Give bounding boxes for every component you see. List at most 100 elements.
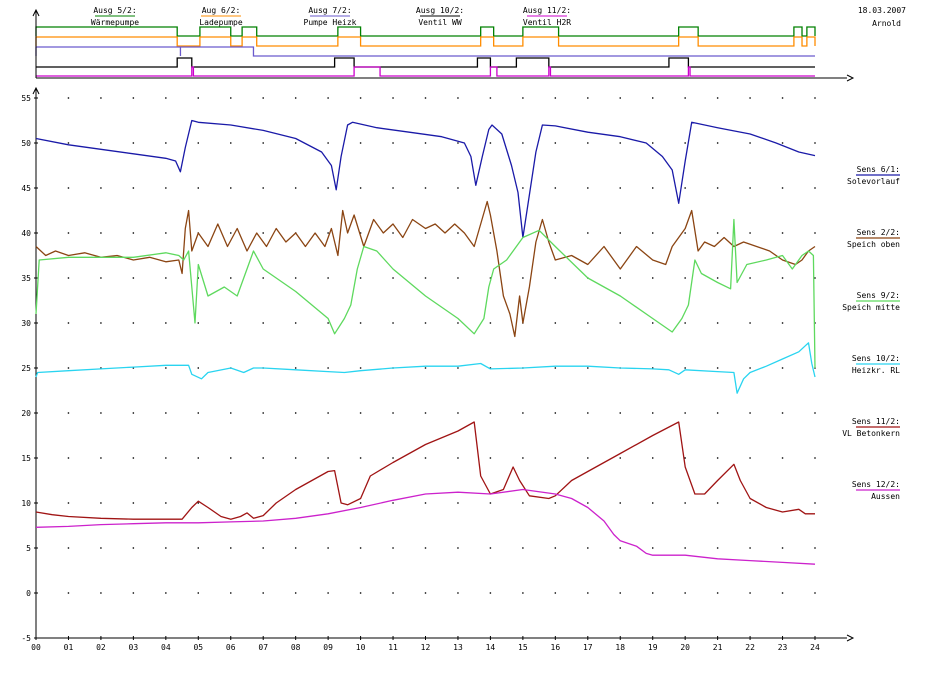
grid-dot xyxy=(652,367,654,369)
grid-dot xyxy=(522,142,524,144)
grid-dot xyxy=(262,232,264,234)
grid-dot xyxy=(652,277,654,279)
grid-dot xyxy=(522,547,524,549)
grid-dot xyxy=(716,502,719,504)
grid-dot xyxy=(230,97,232,99)
grid-dot xyxy=(294,277,297,279)
grid-dot xyxy=(100,322,102,324)
grid-dot xyxy=(554,367,557,369)
grid-dot xyxy=(781,187,784,189)
legend-name-5: Sens 11/2: xyxy=(852,417,900,426)
grid-dot xyxy=(67,232,70,234)
grid-dot xyxy=(165,277,167,279)
grid-dot xyxy=(294,412,297,414)
grid-dot xyxy=(424,502,427,504)
series-line-1 xyxy=(35,119,816,239)
grid-dot xyxy=(197,367,199,369)
grid-dot xyxy=(197,142,199,144)
grid-dot xyxy=(587,502,589,504)
grid-dot xyxy=(392,502,394,504)
x-tick-label: 09 xyxy=(323,643,333,652)
grid-dot xyxy=(716,592,719,594)
output-line-1 xyxy=(35,26,816,37)
legend-desc-4: Heizkr. RL xyxy=(852,366,900,375)
series-line-5 xyxy=(35,421,815,520)
grid-dot xyxy=(165,322,167,324)
grid-dot xyxy=(554,142,557,144)
grid-dot xyxy=(262,187,264,189)
x-tick-label: 22 xyxy=(745,643,755,652)
y-tick-label: 5 xyxy=(26,544,31,553)
grid-dot xyxy=(619,322,621,324)
grid-dot xyxy=(100,592,102,594)
legend-name-2: Sens 2/2: xyxy=(857,228,900,237)
x-axis-arrow xyxy=(846,634,855,642)
grid-dot xyxy=(814,97,816,99)
y-tick-label: 35 xyxy=(21,274,31,283)
grid-dot xyxy=(100,142,102,144)
grid-dot xyxy=(716,187,719,189)
grid-dot xyxy=(165,187,167,189)
grid-dot xyxy=(424,367,427,369)
grid-dot xyxy=(197,322,199,324)
grid-dot xyxy=(424,187,427,189)
x-tick-label: 01 xyxy=(64,643,74,652)
y-tick-label: -5 xyxy=(21,634,31,643)
grid-dot xyxy=(165,232,167,234)
grid-dot xyxy=(522,457,524,459)
grid-dot xyxy=(294,322,297,324)
grid-dot xyxy=(294,547,297,549)
grid-dot xyxy=(781,412,784,414)
grid-dot xyxy=(716,412,719,414)
grid-dot xyxy=(749,367,751,369)
grid-dot xyxy=(262,142,264,144)
output-label-4: Ausg 10/2: xyxy=(416,6,464,15)
grid-dot xyxy=(684,592,686,594)
series-line-4 xyxy=(35,342,816,394)
grid-dot xyxy=(652,232,654,234)
grid-dot xyxy=(230,277,232,279)
legend-desc-2: Speich oben xyxy=(847,240,900,249)
grid-dot xyxy=(100,367,102,369)
grid-dot xyxy=(554,97,557,99)
grid-dot xyxy=(100,277,102,279)
grid-dot xyxy=(489,502,492,504)
grid-dot xyxy=(359,322,362,324)
grid-dot xyxy=(619,187,621,189)
grid-dot xyxy=(132,502,135,504)
grid-dot xyxy=(132,547,135,549)
grid-dot xyxy=(294,97,297,99)
grid-dot xyxy=(554,187,557,189)
grid-dot xyxy=(619,457,621,459)
grid-dot xyxy=(749,592,751,594)
grid-dot xyxy=(165,457,167,459)
grid-dot xyxy=(132,97,135,99)
grid-dot xyxy=(67,547,70,549)
grid-dot xyxy=(489,142,492,144)
legend-desc-6: Aussen xyxy=(871,492,900,501)
y-tick-label: 55 xyxy=(21,94,31,103)
grid-dot xyxy=(262,457,264,459)
grid-dot xyxy=(684,187,686,189)
x-tick-label: 12 xyxy=(421,643,431,652)
output-name-2: Ladepumpe xyxy=(199,18,243,27)
author-label: Arnold xyxy=(872,19,901,28)
grid-dot xyxy=(587,457,589,459)
grid-dot xyxy=(716,322,719,324)
grid-dot xyxy=(814,412,816,414)
grid-dot xyxy=(522,412,524,414)
grid-dot xyxy=(327,142,329,144)
grid-dot xyxy=(230,187,232,189)
grid-dot xyxy=(457,367,459,369)
grid-dot xyxy=(262,97,264,99)
grid-dot xyxy=(457,142,459,144)
series-line-6 xyxy=(35,488,816,565)
grid-dot xyxy=(132,187,135,189)
grid-dot xyxy=(327,187,329,189)
x-tick-label: 02 xyxy=(96,643,106,652)
y-tick-label: 10 xyxy=(21,499,31,508)
output-line-3 xyxy=(35,46,815,57)
grid-dot xyxy=(67,322,70,324)
grid-dot xyxy=(814,457,816,459)
x-tick-label: 15 xyxy=(518,643,528,652)
